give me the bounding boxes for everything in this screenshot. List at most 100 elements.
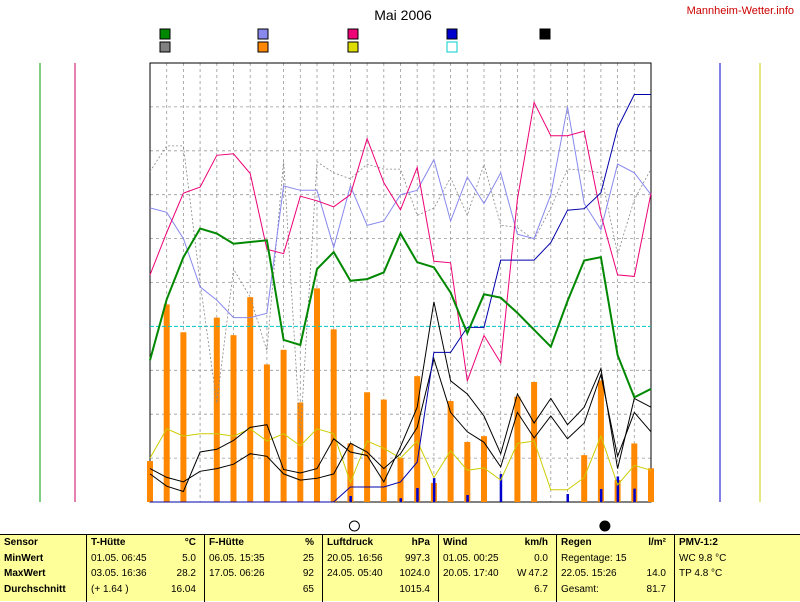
legend-swatch xyxy=(539,28,551,40)
sunshine-bar xyxy=(514,396,521,502)
stats-row: Durchschnitt xyxy=(4,582,82,598)
sunshine-bar xyxy=(597,380,604,502)
stats-row: 20.05. 16:56 997.3 xyxy=(327,551,434,567)
stats-cell-label: T-Hütte xyxy=(91,537,126,548)
moon-full-marker xyxy=(348,520,360,532)
stats-cell-label: 06.05. 15:35 xyxy=(209,552,265,564)
sunshine-bar xyxy=(347,443,354,502)
wind-line xyxy=(149,357,652,483)
chart-legend xyxy=(159,28,551,53)
stats-cell-value: km/h xyxy=(524,537,548,548)
stats-row: Sensor xyxy=(4,535,82,551)
stats-cell-label: F-Hütte xyxy=(209,537,244,548)
stats-cell-label: (+ 1.64 ) xyxy=(91,583,129,595)
stats-cell-value: l/m² xyxy=(648,537,666,548)
stats-row: 65 xyxy=(209,582,318,598)
sunshine-bar xyxy=(180,332,187,502)
stats-row: 20.05. 17:40 W 47.2 xyxy=(443,566,552,582)
moon-new-marker xyxy=(599,520,611,532)
statistics-panel: Sensor MinWert MaxWert Durchschnitt T-Hütte °… xyxy=(0,534,800,602)
stats-cell-value: 28.2 xyxy=(176,568,196,579)
stats-cell-label: 22.05. 15:26 xyxy=(561,568,617,579)
stats-cell-value: hPa xyxy=(411,537,430,548)
stats-block: Luftdruck hPa 20.05. 16:56 997.3 24.05. 05:4… xyxy=(322,535,438,602)
stats-cell-label: 17.05. 06:26 xyxy=(209,568,265,579)
stats-row: Regentage: 15 xyxy=(561,551,670,567)
stats-cell-label: MinWert xyxy=(4,552,44,564)
stats-cell-direction: W xyxy=(517,568,527,579)
stats-row: PMV-1:2 xyxy=(679,535,796,551)
sunshine-bar xyxy=(397,458,404,502)
stats-cell-label: TP 4.8 °C xyxy=(679,568,723,579)
stats-cell-label: 24.05. 05:40 xyxy=(327,568,383,579)
sunshine-bar xyxy=(380,399,387,502)
stats-row: Wind km/h xyxy=(443,535,552,551)
sunshine-bar xyxy=(631,443,638,502)
chart-plot-area xyxy=(147,94,654,503)
rain-daily-bar xyxy=(466,495,469,502)
stats-cell-value: 0.0 xyxy=(534,552,548,564)
rain-daily-bar xyxy=(399,498,402,502)
sunshine-bar xyxy=(263,364,270,502)
site-label: Mannheim-Wetter.info xyxy=(687,5,794,17)
stats-cell-label: Durchschnitt xyxy=(4,583,66,595)
stats-row: 6.7 xyxy=(443,582,552,598)
rain-daily-bar xyxy=(566,494,569,502)
stats-cell-label: MaxWert xyxy=(4,568,46,579)
stats-cell-value: 6.7 xyxy=(534,583,548,595)
sunshine-bar xyxy=(414,376,421,502)
rain-daily-bar xyxy=(616,476,620,502)
sunshine-bar xyxy=(364,392,371,502)
stats-row: 03.05. 16:36 28.2 xyxy=(91,566,200,582)
stats-cell-value: 25 xyxy=(302,552,314,564)
sunshine-bar xyxy=(280,349,287,502)
stats-cell-value: 16.04 xyxy=(170,583,196,595)
temperature-line xyxy=(149,227,652,399)
rain-daily-bar xyxy=(599,489,603,502)
legend-swatch xyxy=(446,28,458,40)
stats-row: Gesamt: 81.7 xyxy=(561,582,670,598)
stats-cell-label: 01.05. 00:25 xyxy=(443,552,499,564)
stats-row: 01.05. 06:45 5.0 xyxy=(91,551,200,567)
brightness-line xyxy=(149,428,652,491)
stats-cell-label: Wind xyxy=(443,537,468,548)
wind-max-line xyxy=(149,301,652,493)
stats-row: (+ 1.64 ) 16.04 xyxy=(91,582,200,598)
stats-row: 17.05. 06:26 92 xyxy=(209,566,318,582)
stats-row: MinWert xyxy=(4,551,82,567)
sunshine-bar xyxy=(230,335,237,502)
stats-cell-label: 01.05. 06:45 xyxy=(91,552,147,564)
stats-cell-label: PMV-1:2 xyxy=(679,537,718,548)
stats-cell-label: WC 9.8 °C xyxy=(679,552,727,564)
x-axis-ticks xyxy=(348,520,611,532)
stats-cell-value: 14.0 xyxy=(646,568,666,579)
stats-cell-label: Regentage: 15 xyxy=(561,552,627,564)
weather-chart: Mai 2006 Mannheim-Wetter.info xyxy=(39,5,794,532)
stats-cell-value: 65 xyxy=(302,583,314,595)
rain-daily-bar xyxy=(349,496,352,502)
stats-row: Luftdruck hPa xyxy=(327,535,434,551)
stats-cell-value: 1024.0 xyxy=(399,568,430,579)
stats-block: F-Hütte% 06.05. 15:35 25 17.05. 06:26 92 65 xyxy=(204,535,322,602)
stats-row: T-Hütte °C xyxy=(91,535,200,551)
stats-block: PMV-1:2 WC 9.8 °C TP 4.8 °C xyxy=(674,535,800,602)
sunshine-bar xyxy=(247,297,254,502)
stats-cell-value: 47.2 xyxy=(528,568,548,579)
legend-swatch xyxy=(347,28,359,40)
stats-cell-label: 20.05. 17:40 xyxy=(443,568,499,579)
stats-cell-label: 03.05. 16:36 xyxy=(91,568,147,579)
stats-row: Regen l/m² xyxy=(561,535,670,551)
chart-axes xyxy=(39,63,761,502)
legend-swatch xyxy=(257,28,269,40)
stats-row: 01.05. 00:25 0.0 xyxy=(443,551,552,567)
stats-block: Sensor MinWert MaxWert Durchschnitt xyxy=(0,535,86,602)
humidity-line xyxy=(149,106,652,319)
legend-swatch xyxy=(159,28,171,40)
stats-row: 24.05. 05:40 1024.0 xyxy=(327,566,434,582)
rain-daily-bar xyxy=(499,474,503,502)
stats-cell-value: °C xyxy=(184,537,196,548)
stats-cell-label: Regen xyxy=(561,537,592,548)
stats-cell-label: 20.05. 16:56 xyxy=(327,552,383,564)
sunshine-bar xyxy=(147,461,153,502)
stats-cell-label: Gesamt: xyxy=(561,583,599,595)
